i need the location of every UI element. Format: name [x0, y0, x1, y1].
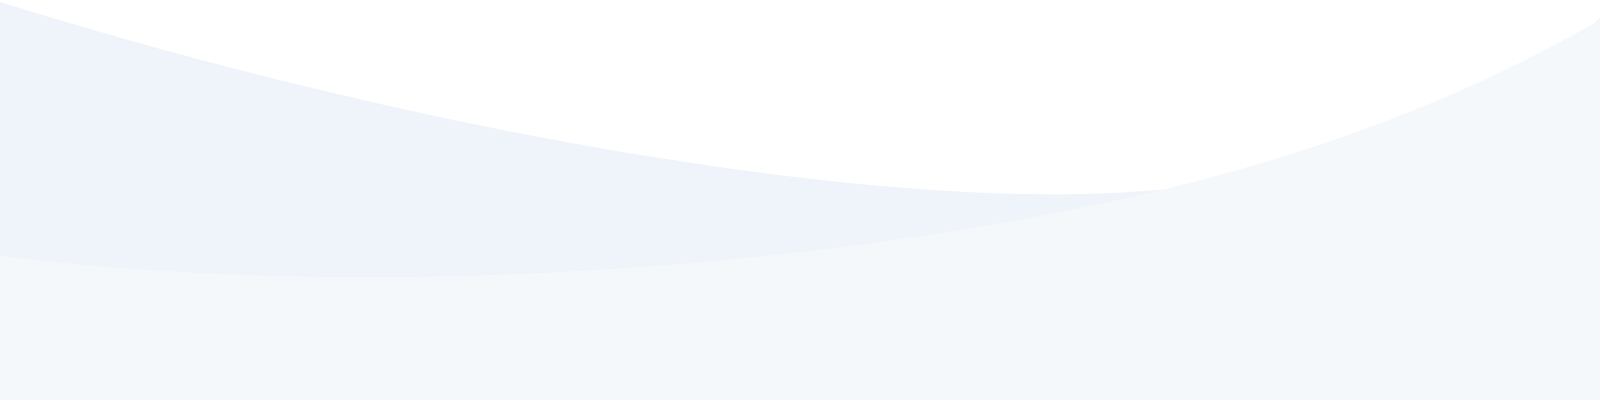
front-wave-shape	[0, 20, 1600, 400]
